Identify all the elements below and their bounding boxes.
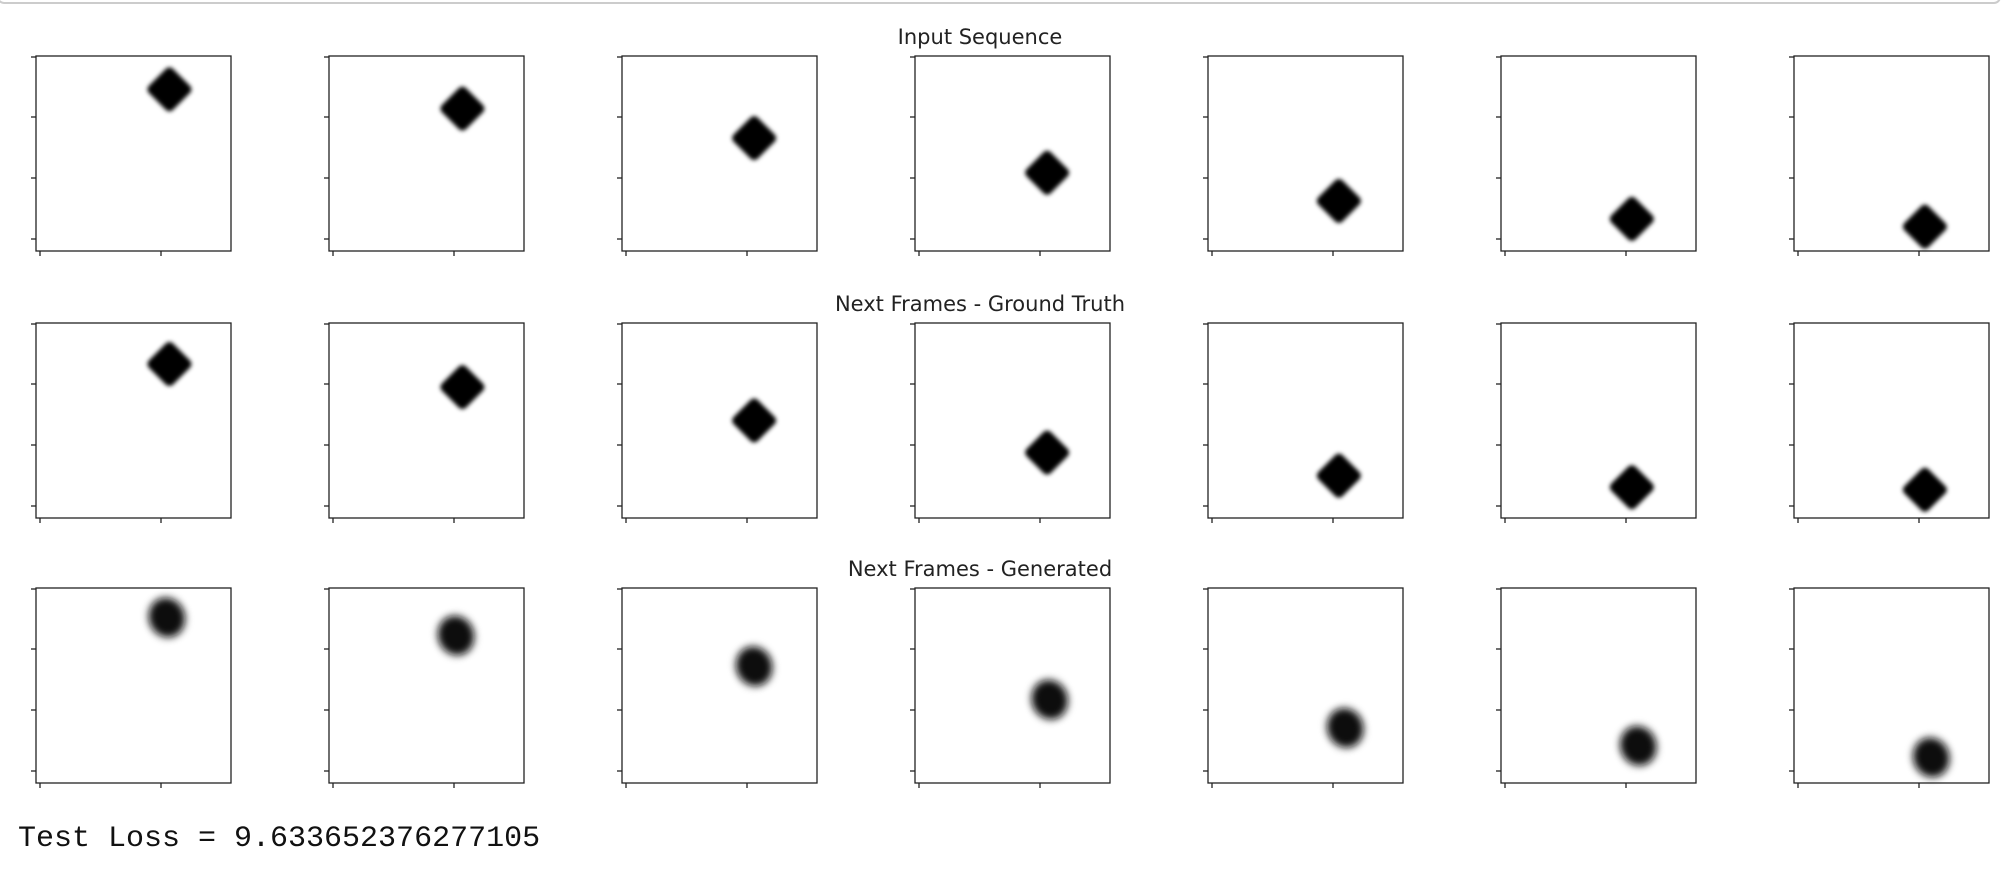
frame-bg xyxy=(1794,588,1989,783)
frame-bg xyxy=(1794,56,1989,251)
row-title: Next Frames - Ground Truth xyxy=(835,292,1125,316)
frame-bg xyxy=(915,323,1110,518)
frame xyxy=(617,587,818,788)
frame-border xyxy=(35,322,232,519)
frame xyxy=(910,55,1111,256)
frame-border xyxy=(1793,322,1990,519)
frame xyxy=(910,587,1111,788)
frame-border xyxy=(1207,322,1404,519)
blob xyxy=(1031,679,1068,720)
frame-border xyxy=(914,322,1111,519)
frame xyxy=(1789,55,1990,256)
frame-bg xyxy=(1208,323,1403,518)
blob xyxy=(1902,204,1947,249)
frame-bg xyxy=(622,588,817,783)
frame xyxy=(1496,55,1697,256)
frame-border xyxy=(328,322,525,519)
blob xyxy=(437,615,475,656)
frame-border xyxy=(621,55,818,252)
frame-border xyxy=(1500,55,1697,252)
frame-border xyxy=(914,587,1111,784)
blob xyxy=(1902,467,1947,512)
blob xyxy=(440,365,485,410)
frame-border xyxy=(35,55,232,252)
frame-bg xyxy=(36,56,231,251)
frame xyxy=(324,322,525,523)
frame-border xyxy=(621,587,818,784)
cell-border xyxy=(0,0,2001,4)
frame-border xyxy=(1500,322,1697,519)
frame-bg xyxy=(36,323,231,518)
blob xyxy=(1609,196,1654,241)
frame-bg xyxy=(36,588,231,783)
blob xyxy=(732,398,777,443)
frame-bg xyxy=(622,323,817,518)
frame-border xyxy=(621,322,818,519)
frame xyxy=(617,55,818,256)
frame-bg xyxy=(1501,588,1696,783)
frame-border xyxy=(1207,55,1404,252)
frame-bg xyxy=(329,588,524,783)
blob xyxy=(1316,453,1361,498)
blob xyxy=(147,342,192,387)
frame-bg xyxy=(622,56,817,251)
frame xyxy=(324,55,525,256)
frame-bg xyxy=(1501,56,1696,251)
frame-border xyxy=(1207,587,1404,784)
blob xyxy=(440,86,485,131)
blob xyxy=(1316,178,1361,223)
frame-bg xyxy=(1794,323,1989,518)
test-loss: Test Loss = 9.633652376277105 xyxy=(18,822,540,856)
frame-bg xyxy=(915,56,1110,251)
frame xyxy=(910,322,1111,523)
frame-bg xyxy=(329,56,524,251)
frame xyxy=(1203,322,1404,523)
frame-border xyxy=(35,587,232,784)
frame-border xyxy=(328,55,525,252)
frame-border xyxy=(1793,55,1990,252)
frame xyxy=(31,55,232,256)
frame-border xyxy=(914,55,1111,252)
row-title: Next Frames - Generated xyxy=(848,557,1112,581)
frame-border xyxy=(328,587,525,784)
frame xyxy=(1203,55,1404,256)
frame-bg xyxy=(1501,323,1696,518)
frame xyxy=(1496,322,1697,523)
frame xyxy=(31,587,232,788)
blob xyxy=(1025,430,1070,475)
blob xyxy=(1025,150,1070,195)
frame xyxy=(1789,322,1990,523)
frame-bg xyxy=(1208,588,1403,783)
blob xyxy=(148,597,186,638)
frame-bg xyxy=(915,588,1110,783)
frame-bg xyxy=(1208,56,1403,251)
frame xyxy=(617,322,818,523)
frame xyxy=(324,587,525,788)
frame xyxy=(1496,587,1697,788)
row-title: Input Sequence xyxy=(898,25,1063,49)
frame xyxy=(1789,587,1990,788)
frame-border xyxy=(1500,587,1697,784)
blob xyxy=(732,116,777,161)
blob xyxy=(735,646,773,687)
blob xyxy=(147,67,192,112)
blob xyxy=(1620,726,1657,766)
frame-border xyxy=(1793,587,1990,784)
frame xyxy=(1203,587,1404,788)
blob xyxy=(1327,708,1364,748)
blob xyxy=(1913,737,1950,778)
frame-bg xyxy=(329,323,524,518)
blob xyxy=(1609,465,1654,510)
frame xyxy=(31,322,232,523)
